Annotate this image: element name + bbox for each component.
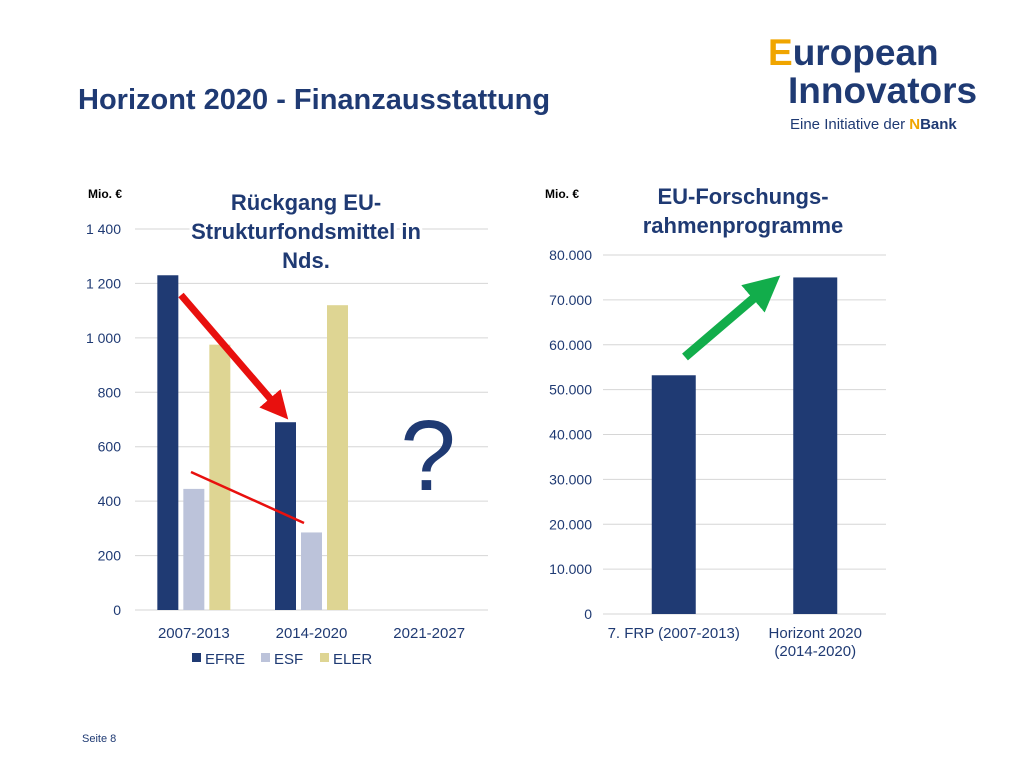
logo-sub-text: Eine Initiative der: [790, 116, 910, 133]
x-category-label: Horizont 2020: [769, 625, 862, 642]
bar-eler-2007-2013: [209, 344, 231, 610]
y-tick-label: 10.000: [549, 561, 592, 577]
x-category-label: 2014-2020: [276, 625, 348, 642]
growth-arrow: [682, 275, 781, 361]
x-category-label: 2007-2013: [158, 625, 230, 642]
y-tick-label: 40.000: [549, 427, 592, 443]
logo-line1: European: [768, 34, 939, 71]
y-tick-label: 400: [98, 493, 122, 509]
european-innovators-logo: European Innovators Eine Initiative der …: [766, 34, 986, 134]
research-programmes-chart: 0 10.000 20.000 30.000 40.000 50.000 60.000 70.…: [545, 184, 886, 660]
y-tick-label: 50.000: [549, 382, 592, 398]
chart-title: Rückgang EU- Strukturfondsmittel in Nds.: [188, 187, 424, 276]
y-tick-label: 20.000: [549, 516, 592, 532]
bar-esf-2014-2020: [301, 532, 322, 610]
structural-funds-chart: 0 200 400 600 800 1 000 1 200 1 400 Mio. € 2007-2…: [86, 187, 488, 668]
bar-programme: [651, 375, 696, 614]
esf-decline-line: [190, 470, 305, 525]
bar-esf-2007-2013: [183, 488, 205, 610]
chart-title-line: Strukturfondsmittel in: [191, 219, 421, 244]
unit-label: Mio. €: [88, 187, 122, 201]
x-category-label: (2014-2020): [774, 643, 856, 660]
y-tick-label: 1 400: [86, 221, 121, 237]
bar-efre-2007-2013: [157, 275, 179, 610]
bar-efre-2014-2020: [275, 422, 296, 610]
legend-swatch-efre: [192, 653, 201, 662]
legend-label-esf: ESF: [274, 651, 303, 668]
y-tick-label: 1 200: [86, 275, 121, 291]
question-mark-annotation: ?: [400, 400, 456, 512]
logo-first-letter: E: [768, 32, 793, 73]
y-tick-label: 30.000: [549, 471, 592, 487]
legend-label-eler: ELER: [333, 651, 372, 668]
y-tick-label: 70.000: [549, 292, 592, 308]
page-number: Seite 8: [82, 733, 117, 745]
efre-decline-arrow: [178, 292, 289, 420]
y-tick-label: 200: [98, 548, 122, 564]
nbank-n: N: [909, 116, 921, 133]
logo-line1-rest: uropean: [792, 32, 939, 73]
y-tick-label: 600: [98, 439, 122, 455]
legend-swatch-esf: [261, 653, 270, 662]
bar-eler-2014-2020: [327, 305, 348, 610]
legend-swatch-eler: [320, 653, 329, 662]
chart-title-line: Nds.: [282, 248, 330, 273]
chart-title-line: rahmenprogramme: [643, 213, 844, 238]
chart-title-line: EU-Forschungs-: [657, 184, 828, 209]
logo-line2: Innovators: [788, 70, 978, 111]
slide-title: Horizont 2020 - Finanzausstattung: [78, 84, 551, 116]
logo-subtitle: Eine Initiative der NBank: [790, 116, 957, 133]
legend-label-efre: EFRE: [205, 651, 245, 668]
nbank-rest: Bank: [920, 116, 957, 133]
y-tick-label: 80.000: [549, 247, 592, 263]
unit-label: Mio. €: [545, 187, 579, 201]
y-tick-label: 0: [113, 602, 121, 618]
y-tick-label: 800: [98, 384, 122, 400]
y-tick-label: 0: [584, 606, 592, 622]
y-tick-label: 60.000: [549, 337, 592, 353]
chart-title-line: Rückgang EU-: [231, 190, 381, 215]
bar-programme: [793, 277, 838, 614]
x-category-label: 2021-2027: [393, 625, 465, 642]
x-category-label: 7. FRP (2007-2013): [608, 625, 740, 642]
y-tick-label: 1 000: [86, 330, 121, 346]
